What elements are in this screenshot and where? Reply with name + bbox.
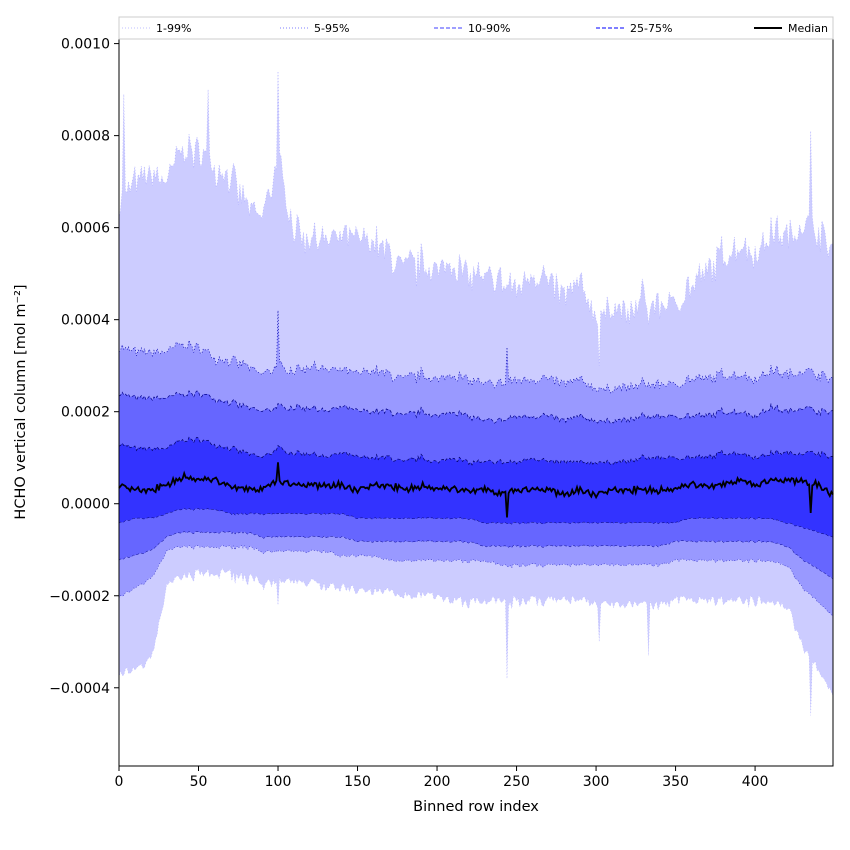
legend-label: 25-75% (630, 22, 672, 35)
x-axis-label: Binned row index (413, 799, 539, 815)
y-tick-label: 0.0008 (61, 129, 110, 145)
legend-label: 5-95% (314, 22, 349, 35)
band-upper-line-10-90% (118, 390, 834, 424)
y-tick-label: 0.0006 (61, 221, 110, 237)
axes: 0 50 100 150 200 250 300 350 400 −0.0004 −0.0002 0… (13, 37, 834, 815)
band-lower-line-5-95% (118, 544, 834, 617)
legend-box (118, 16, 834, 40)
x-tick-label: 250 (503, 774, 530, 790)
plot-area (118, 71, 834, 716)
legend-label: 1-99% (156, 22, 191, 35)
y-tick-label: −0.0004 (49, 681, 110, 697)
band-lower-line-10-90% (118, 531, 834, 580)
band-upper-line-1-99% (118, 71, 834, 366)
x-tick-label: 150 (344, 774, 371, 790)
x-axis-ticks: 0 50 100 150 200 250 300 350 400 (115, 766, 769, 790)
y-axis-label: HCHO vertical column [mol m⁻²] (13, 284, 29, 519)
y-tick-label: −0.0002 (49, 589, 110, 605)
band-lower-line-1-99% (118, 567, 834, 716)
x-tick-label: 350 (662, 774, 689, 790)
legend-label: 10-90% (468, 22, 510, 35)
y-tick-label: 0.0010 (61, 37, 110, 53)
x-tick-label: 300 (583, 774, 610, 790)
y-tick-label: 0.0000 (61, 497, 110, 513)
y-axis-ticks: −0.0004 −0.0002 0.0000 0.0002 0.0004 0.0006 0.… (49, 37, 119, 697)
band-lower-line-25-75% (118, 508, 834, 538)
median-line (118, 462, 834, 518)
x-tick-label: 50 (190, 774, 208, 790)
legend: 1-99% 5-95% 10-90% 25-75% Median (118, 16, 834, 40)
x-tick-label: 0 (115, 774, 124, 790)
y-tick-label: 0.0004 (61, 313, 110, 329)
x-tick-label: 200 (424, 774, 451, 790)
y-tick-label: 0.0002 (61, 405, 110, 421)
legend-label: Median (788, 22, 828, 35)
band-fill-25-75% (119, 437, 833, 538)
x-tick-label: 400 (742, 774, 769, 790)
x-tick-label: 100 (265, 774, 292, 790)
